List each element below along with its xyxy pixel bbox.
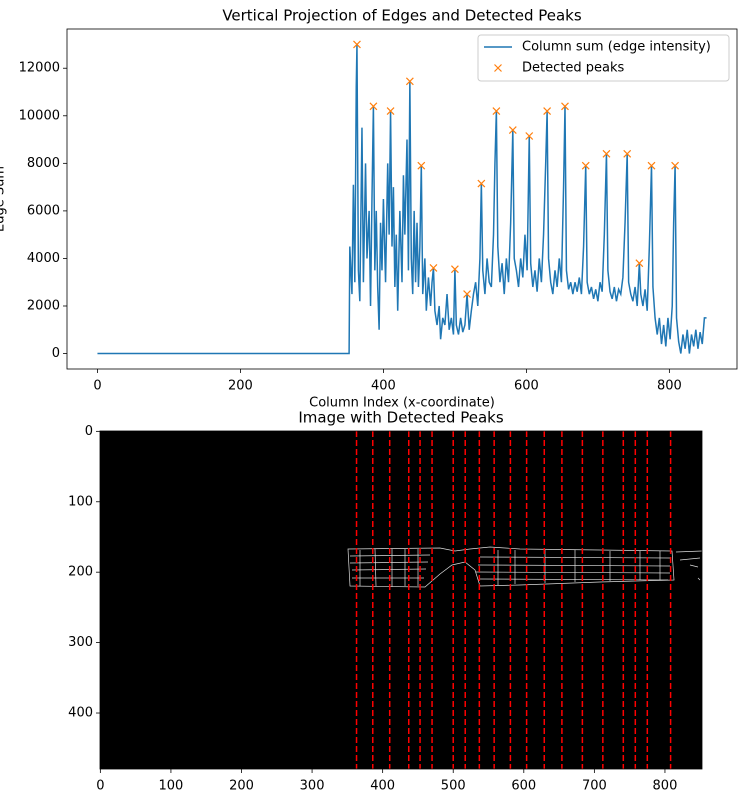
peak-marker	[429, 264, 438, 272]
peak-marker	[463, 290, 471, 299]
x-tick-label: 100	[159, 779, 184, 794]
peak-marker	[492, 107, 501, 115]
peak-marker	[508, 126, 517, 134]
y-tick-label: 0	[52, 346, 60, 361]
x-tick-label: 400	[371, 379, 396, 394]
peak-marker	[581, 161, 590, 170]
y-tick-label: 6000	[27, 203, 60, 218]
x-axis-label: Column Index (x-coordinate)	[309, 396, 495, 411]
x-tick-label: 200	[229, 779, 254, 794]
peak-marker	[647, 161, 656, 170]
legend-box	[477, 34, 730, 82]
x-tick-label: 0	[96, 779, 104, 794]
axes-frame	[99, 430, 703, 770]
peak-marker	[635, 259, 644, 268]
peak-marker	[671, 161, 680, 170]
y-axis-label: Edge Sum	[0, 166, 8, 232]
peak-marker	[369, 102, 378, 111]
peak-marker	[602, 149, 611, 158]
y-tick-label: 0	[85, 424, 93, 439]
peak-marker	[353, 40, 361, 49]
x-tick-label: 200	[228, 379, 253, 394]
peak-marker	[405, 77, 414, 86]
y-tick-label: 12000	[19, 61, 60, 76]
peak-marker	[623, 149, 632, 158]
x-tick-label: 500	[441, 779, 466, 794]
axes-frame	[66, 28, 738, 370]
chart-title: Vertical Projection of Edges and Detecte…	[222, 7, 582, 25]
y-tick-label: 2000	[27, 298, 60, 313]
x-tick-label: 700	[582, 779, 607, 794]
peak-marker	[525, 132, 534, 140]
peak-marker	[450, 265, 459, 274]
peak-marker	[543, 107, 552, 115]
x-tick-label: 600	[511, 779, 536, 794]
x-tick-label: 0	[93, 379, 101, 394]
y-tick-label: 300	[68, 635, 93, 650]
x-tick-label: 400	[370, 779, 395, 794]
y-tick-label: 100	[68, 494, 93, 509]
x-tick-label: 800	[657, 379, 682, 394]
edge-sketch	[347, 546, 703, 588]
legend-label: Column sum (edge intensity)	[522, 40, 711, 55]
x-tick-label: 300	[300, 779, 325, 794]
chart-title: Image with Detected Peaks	[298, 409, 503, 427]
y-tick-label: 200	[68, 565, 93, 580]
image	[100, 431, 703, 769]
plot-area	[97, 40, 707, 355]
y-tick-label: 400	[68, 706, 93, 721]
peak-marker	[561, 102, 569, 111]
x-tick-label: 600	[514, 379, 539, 394]
legend-label: Detected peaks	[522, 61, 624, 76]
y-tick-label: 4000	[27, 251, 60, 266]
x-tick-label: 800	[653, 779, 678, 794]
peak-marker	[417, 161, 426, 170]
y-tick-label: 8000	[27, 156, 60, 171]
data-line	[97, 44, 707, 355]
y-tick-label: 10000	[19, 108, 60, 123]
legend-marker	[494, 64, 502, 72]
peak-marker	[386, 107, 395, 115]
peak-marker	[477, 179, 486, 188]
image-background	[100, 431, 702, 769]
